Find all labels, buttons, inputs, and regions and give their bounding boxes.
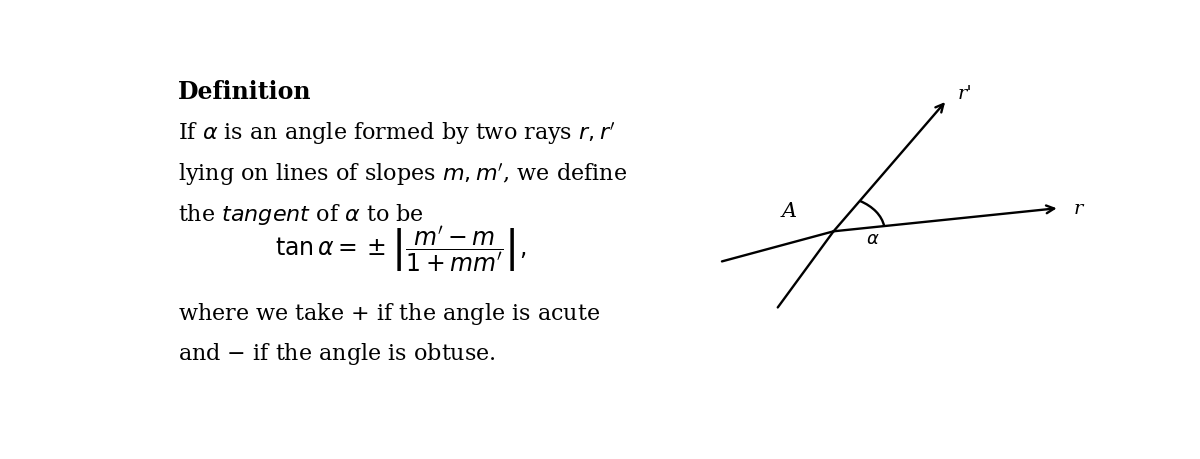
- Text: and $-$ if the angle is obtuse.: and $-$ if the angle is obtuse.: [178, 341, 496, 367]
- Text: If $\alpha$ is an angle formed by two rays $r, r'$: If $\alpha$ is an angle formed by two ra…: [178, 120, 616, 147]
- Text: r': r': [958, 85, 972, 103]
- Text: A: A: [781, 201, 797, 220]
- Text: where we take $+$ if the angle is acute: where we take $+$ if the angle is acute: [178, 300, 600, 326]
- Text: the $\mathit{tangent}$ of $\alpha$ to be: the $\mathit{tangent}$ of $\alpha$ to be: [178, 202, 424, 227]
- Text: $\alpha$: $\alpha$: [866, 230, 880, 248]
- Text: $\tan\alpha = \pm\left|\dfrac{m' - m}{1 + mm'}\right|,$: $\tan\alpha = \pm\left|\dfrac{m' - m}{1 …: [276, 224, 527, 274]
- Text: r: r: [1074, 200, 1082, 218]
- Text: Definition: Definition: [178, 80, 312, 104]
- Text: lying on lines of slopes $m, m'$, we define: lying on lines of slopes $m, m'$, we def…: [178, 161, 628, 188]
